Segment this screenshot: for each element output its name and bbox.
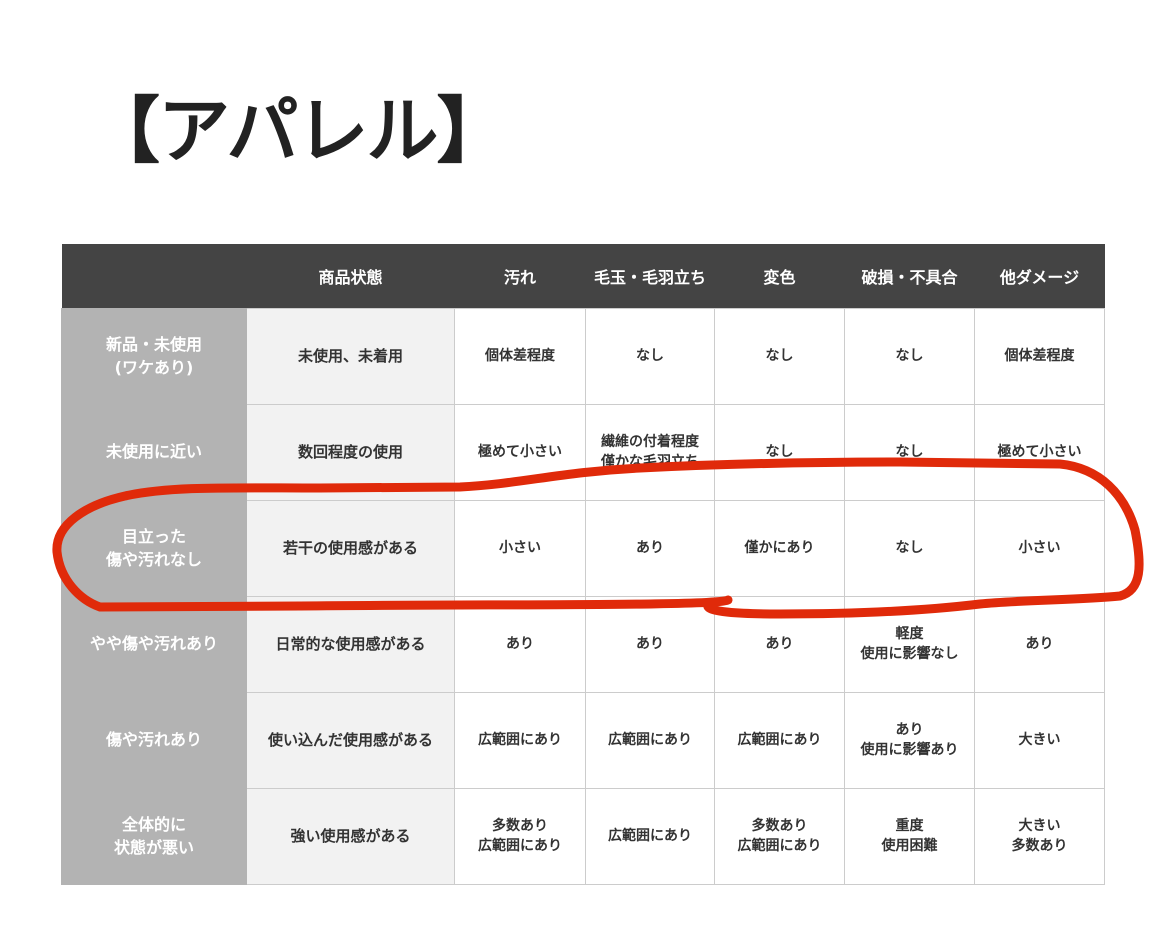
table-cell: あり 使用に影響あり — [844, 692, 975, 789]
table-row: 傷や汚れあり 使い込んだ使用感がある 広範囲にあり 広範囲にあり 広範囲にあり あり 使用… — [61, 692, 1105, 789]
table-cell: 広範囲にあり — [585, 692, 715, 789]
table-cell: 個体差程度 — [454, 308, 586, 405]
table-cell: あり — [454, 596, 586, 693]
table-cell: あり — [585, 500, 715, 597]
condition-rank-cell: 新品・未使用 (ワケあり) — [61, 308, 247, 405]
table-cell: 極めて小さい — [454, 404, 586, 501]
table-cell: あり — [974, 596, 1105, 693]
column-header: 変色 — [714, 244, 845, 309]
table-cell: 広範囲にあり — [585, 788, 715, 885]
table-cell: あり — [714, 596, 845, 693]
table-cell: 大きい 多数あり — [974, 788, 1105, 885]
table-cell: 小さい — [454, 500, 586, 597]
table-cell: 軽度 使用に影響なし — [844, 596, 975, 693]
condition-rank-cell: 未使用に近い — [61, 404, 247, 501]
condition-rank-cell: やや傷や汚れあり — [61, 596, 247, 693]
item-state-cell: 日常的な使用感がある — [246, 596, 455, 693]
table-row: やや傷や汚れあり 日常的な使用感がある あり あり あり 軽度 使用に影響なし あり — [61, 596, 1105, 693]
table-cell: 大きい — [974, 692, 1105, 789]
column-header: 汚れ — [454, 244, 586, 309]
condition-rank-cell: 目立った 傷や汚れなし — [61, 500, 247, 597]
table-cell: あり — [585, 596, 715, 693]
column-header: 破損・不具合 — [844, 244, 975, 309]
table-cell: 多数あり 広範囲にあり — [454, 788, 586, 885]
table-row: 目立った 傷や汚れなし 若干の使用感がある 小さい あり 僅かにあり なし 小さい — [61, 500, 1105, 597]
table-cell: 個体差程度 — [974, 308, 1105, 405]
table-cell: なし — [844, 500, 975, 597]
table-row: 未使用に近い 数回程度の使用 極めて小さい 繊維の付着程度 僅かな毛羽立ち なし なし 極め… — [61, 404, 1105, 501]
table-cell: 小さい — [974, 500, 1105, 597]
table-row: 新品・未使用 (ワケあり) 未使用、未着用 個体差程度 なし なし なし 個体差程度 — [61, 308, 1105, 405]
page-title: 【アパレル】 — [88, 89, 509, 173]
item-state-cell: 使い込んだ使用感がある — [246, 692, 455, 789]
condition-table: 商品状態 汚れ 毛玉・毛羽立ち 変色 破損・不具合 他ダメージ 新品・未使用 (ワケあり)… — [61, 244, 1105, 885]
condition-rank-cell: 全体的に 状態が悪い — [61, 788, 247, 885]
table-cell: 重度 使用困難 — [844, 788, 975, 885]
table-cell: 極めて小さい — [974, 404, 1105, 501]
item-state-cell: 数回程度の使用 — [246, 404, 455, 501]
condition-rank-cell: 傷や汚れあり — [61, 692, 247, 789]
table-cell: なし — [844, 308, 975, 405]
table-cell: なし — [585, 308, 715, 405]
column-header: 商品状態 — [246, 244, 455, 309]
table-row: 全体的に 状態が悪い 強い使用感がある 多数あり 広範囲にあり 広範囲にあり 多数あり … — [61, 788, 1105, 885]
table-cell: 広範囲にあり — [714, 692, 845, 789]
table-cell: 多数あり 広範囲にあり — [714, 788, 845, 885]
item-state-cell: 強い使用感がある — [246, 788, 455, 885]
item-state-cell: 若干の使用感がある — [246, 500, 455, 597]
item-state-cell: 未使用、未着用 — [246, 308, 455, 405]
column-header: 他ダメージ — [974, 244, 1105, 309]
table-header-row: 商品状態 汚れ 毛玉・毛羽立ち 変色 破損・不具合 他ダメージ — [61, 244, 1105, 309]
table-cell: 広範囲にあり — [454, 692, 586, 789]
table-cell: なし — [844, 404, 975, 501]
table-cell: 僅かにあり — [714, 500, 845, 597]
column-header: 毛玉・毛羽立ち — [585, 244, 715, 309]
table-cell: なし — [714, 404, 845, 501]
table-cell: なし — [714, 308, 845, 405]
table-cell: 繊維の付着程度 僅かな毛羽立ち — [585, 404, 715, 501]
column-header — [61, 244, 247, 309]
